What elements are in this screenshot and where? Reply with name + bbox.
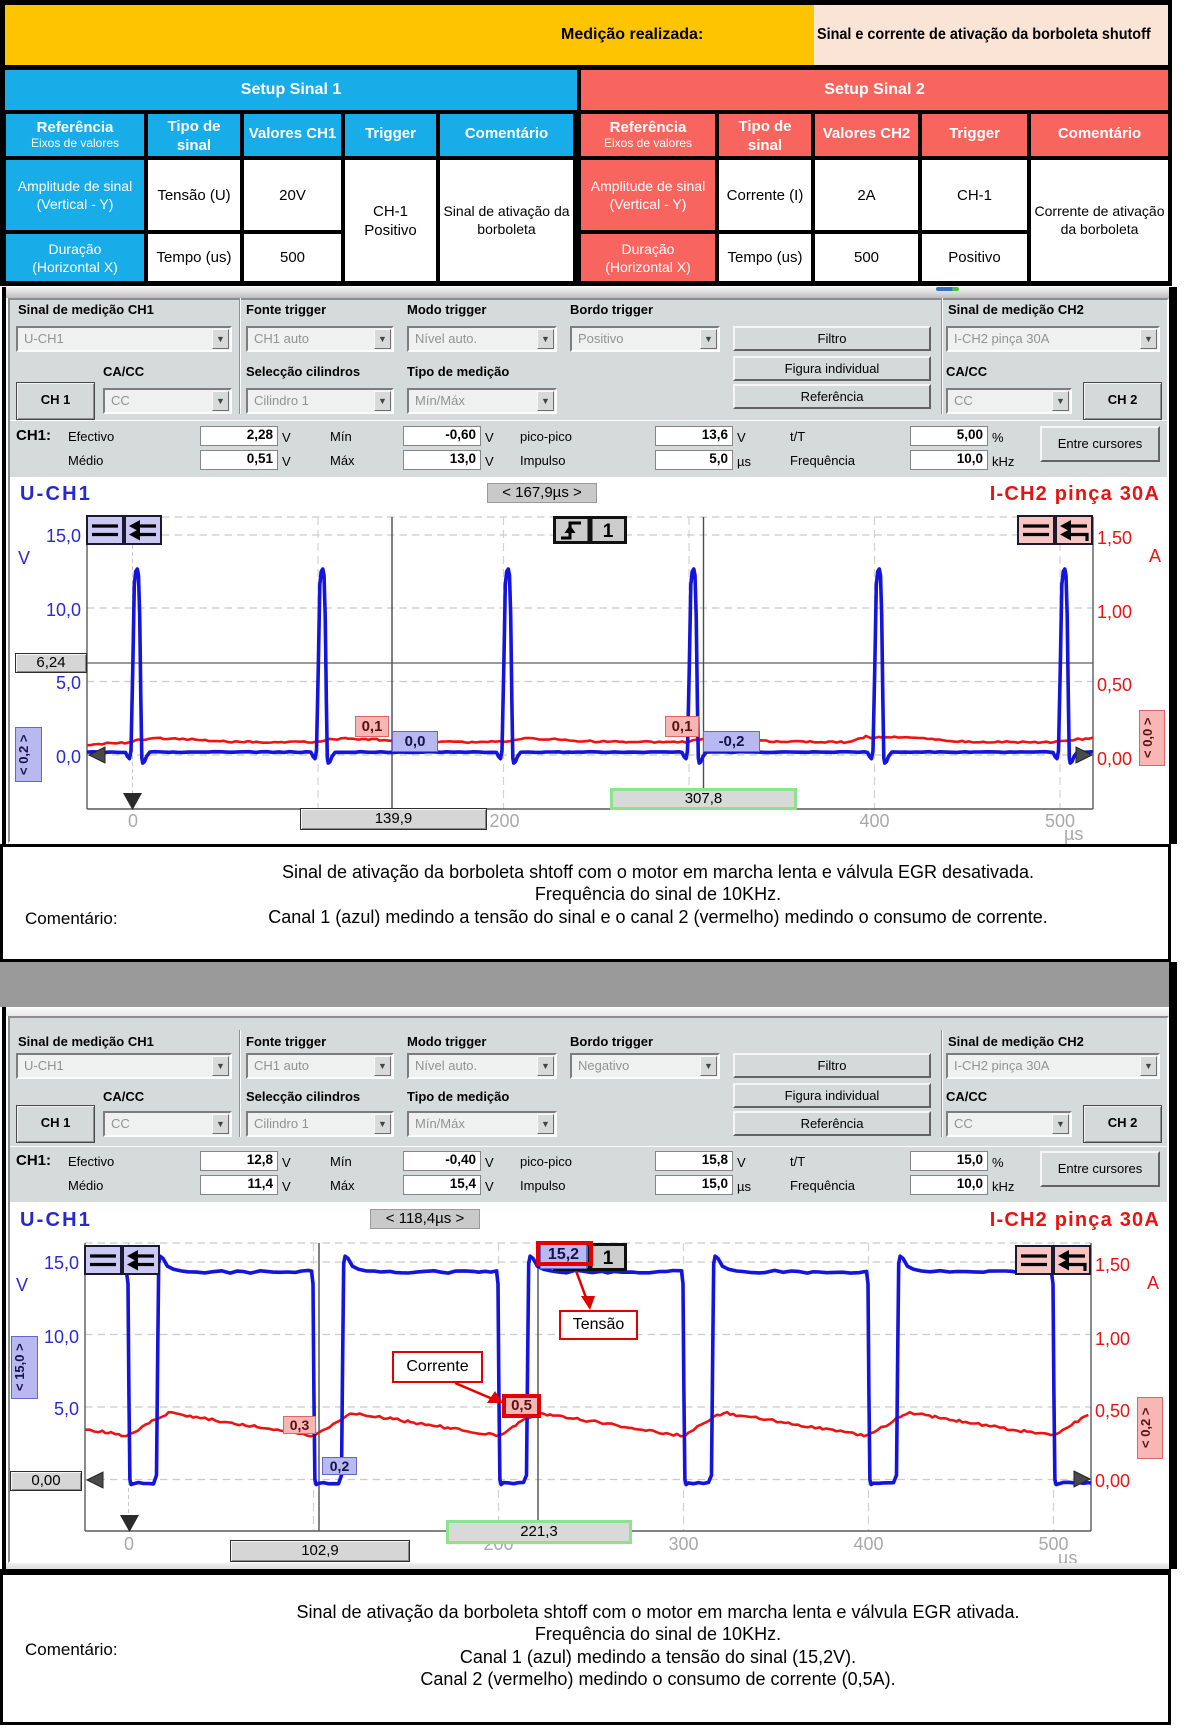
svg-text:1: 1 [603,521,614,542]
svg-text:1: 1 [603,1248,614,1269]
